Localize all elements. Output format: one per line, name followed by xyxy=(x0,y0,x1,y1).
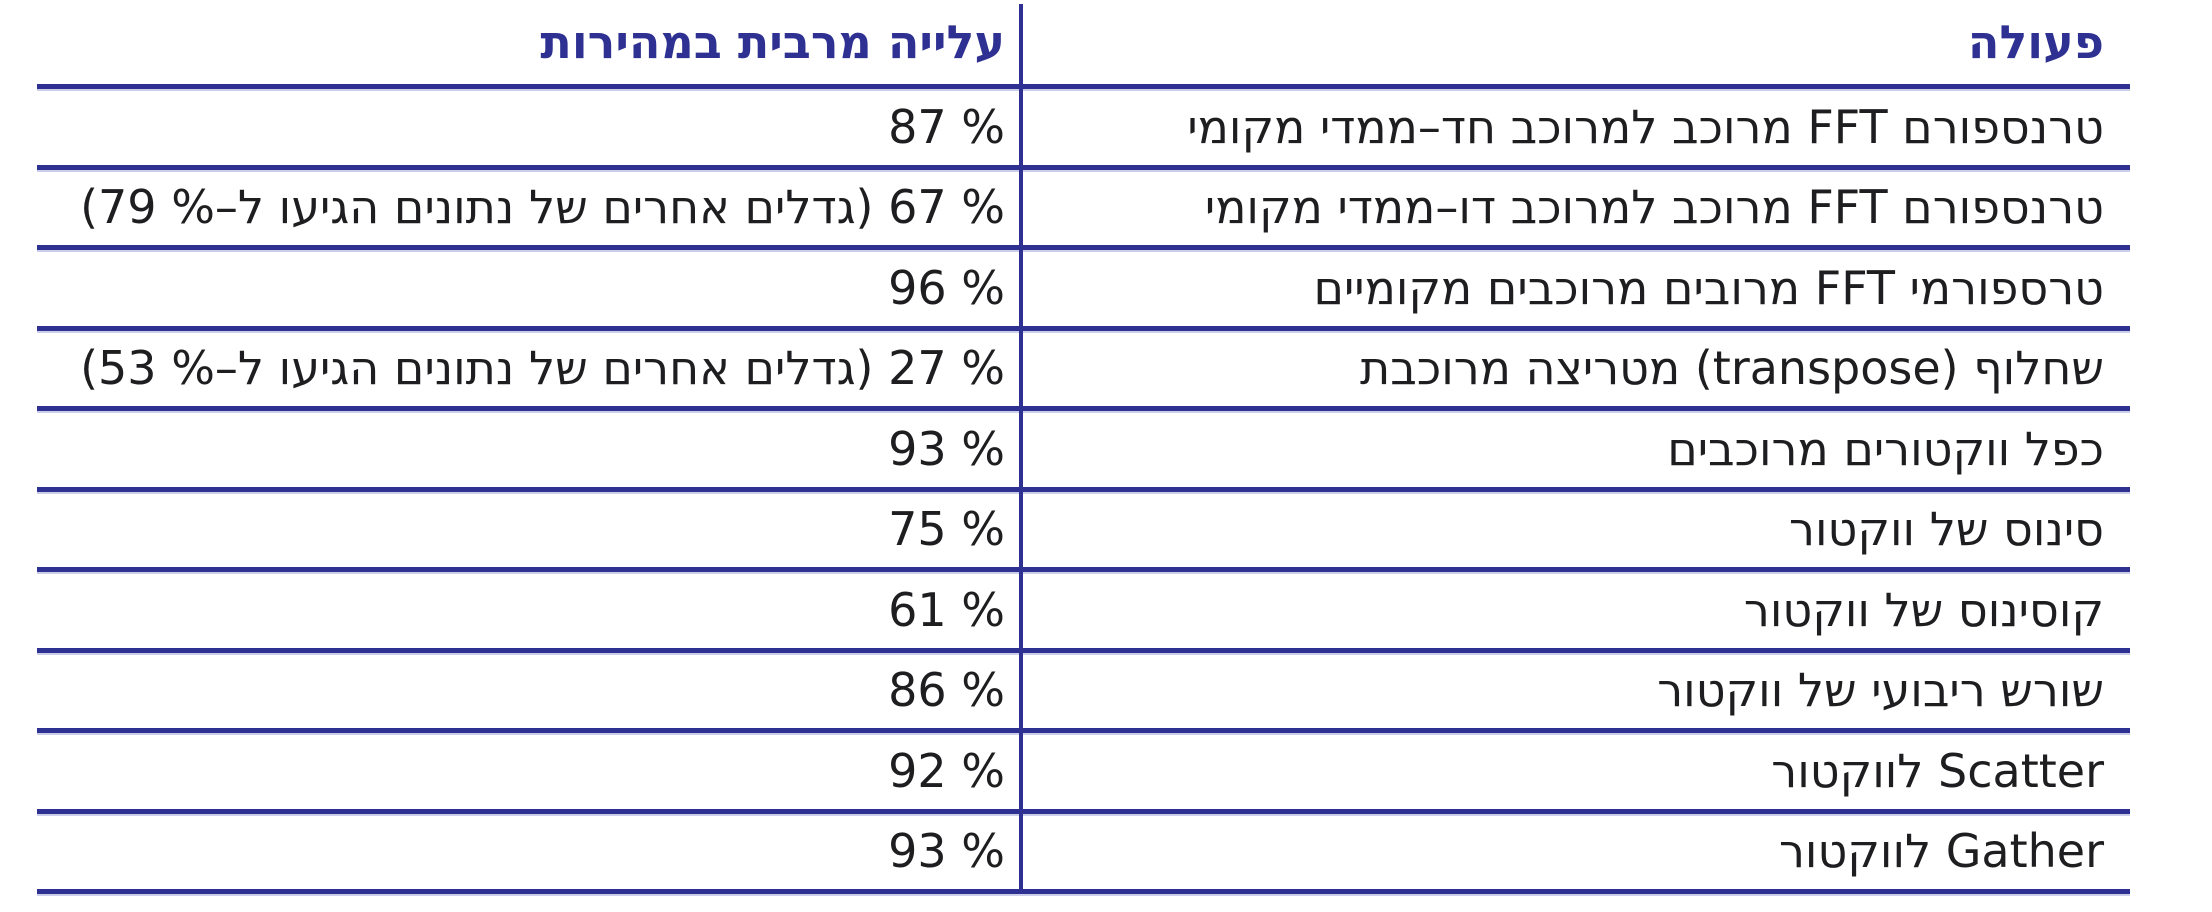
speedup-cell: % 92 xyxy=(888,743,1005,798)
operation-cell: טרנספורם FFT מרוכב למרוכב דו–ממדי מקומי xyxy=(1204,180,2104,235)
table-row: Scatter לווקטור % 92 xyxy=(37,733,2130,814)
speedup-cell: % 93 xyxy=(888,824,1005,879)
operation-cell: כפל ווקטורים מרוכבים xyxy=(1667,421,2104,476)
table-row: כפל ווקטורים מרוכבים % 93 xyxy=(37,411,2130,492)
speedup-cell: % 27 (גדלים אחרים של נתונים הגיעו ל–% 53… xyxy=(80,341,1005,396)
speedup-column-header: עלייה מרבית במהירות xyxy=(540,15,1005,69)
table-row: שורש ריבועי של ווקטור % 86 xyxy=(37,653,2130,733)
speedup-cell: % 75 xyxy=(888,502,1005,557)
operation-cell: שחלוף (transpose) מטריצה מרוכבת xyxy=(1360,341,2104,396)
operation-cell: טרספורמי FFT מרובים מרוכבים מקומיים xyxy=(1313,260,2105,315)
table-header-row: פעולה עלייה מרבית במהירות xyxy=(37,0,2130,89)
table-row: טרנספורם FFT מרוכב למרוכב חד–ממדי מקומי … xyxy=(37,89,2130,170)
speedup-cell: % 61 xyxy=(888,582,1005,637)
table-row: סינוס של ווקטור % 75 xyxy=(37,492,2130,572)
table-row: קוסינוס של ווקטור % 61 xyxy=(37,572,2130,653)
speedup-cell: % 96 xyxy=(888,260,1005,315)
speedup-cell: % 67 (גדלים אחרים של נתונים הגיעו ל–% 79… xyxy=(80,180,1005,235)
operation-column-header: פעולה xyxy=(1967,15,2104,69)
operation-cell: שורש ריבועי של ווקטור xyxy=(1657,663,2104,718)
table-row: טרנספורם FFT מרוכב למרוכב דו–ממדי מקומי … xyxy=(37,170,2130,250)
operation-cell: טרנספורם FFT מרוכב למרוכב חד–ממדי מקומי xyxy=(1187,99,2104,154)
speedup-cell: % 93 xyxy=(888,421,1005,476)
operation-cell: קוסינוס של ווקטור xyxy=(1743,582,2104,637)
table-row: טרספורמי FFT מרובים מרוכבים מקומיים % 96 xyxy=(37,250,2130,331)
operation-cell: Gather לווקטור xyxy=(1778,824,2104,879)
operation-cell: סינוס של ווקטור xyxy=(1789,502,2104,557)
speedup-cell: % 87 xyxy=(888,99,1005,154)
column-divider xyxy=(1019,4,1023,894)
speedup-table: פעולה עלייה מרבית במהירות טרנספורם FFT מ… xyxy=(37,0,2130,894)
table-row: Gather לווקטור % 93 xyxy=(37,814,2130,894)
operation-cell: Scatter לווקטור xyxy=(1771,743,2104,798)
speedup-cell: % 86 xyxy=(888,663,1005,718)
table-row: שחלוף (transpose) מטריצה מרוכבת % 27 (גד… xyxy=(37,331,2130,411)
